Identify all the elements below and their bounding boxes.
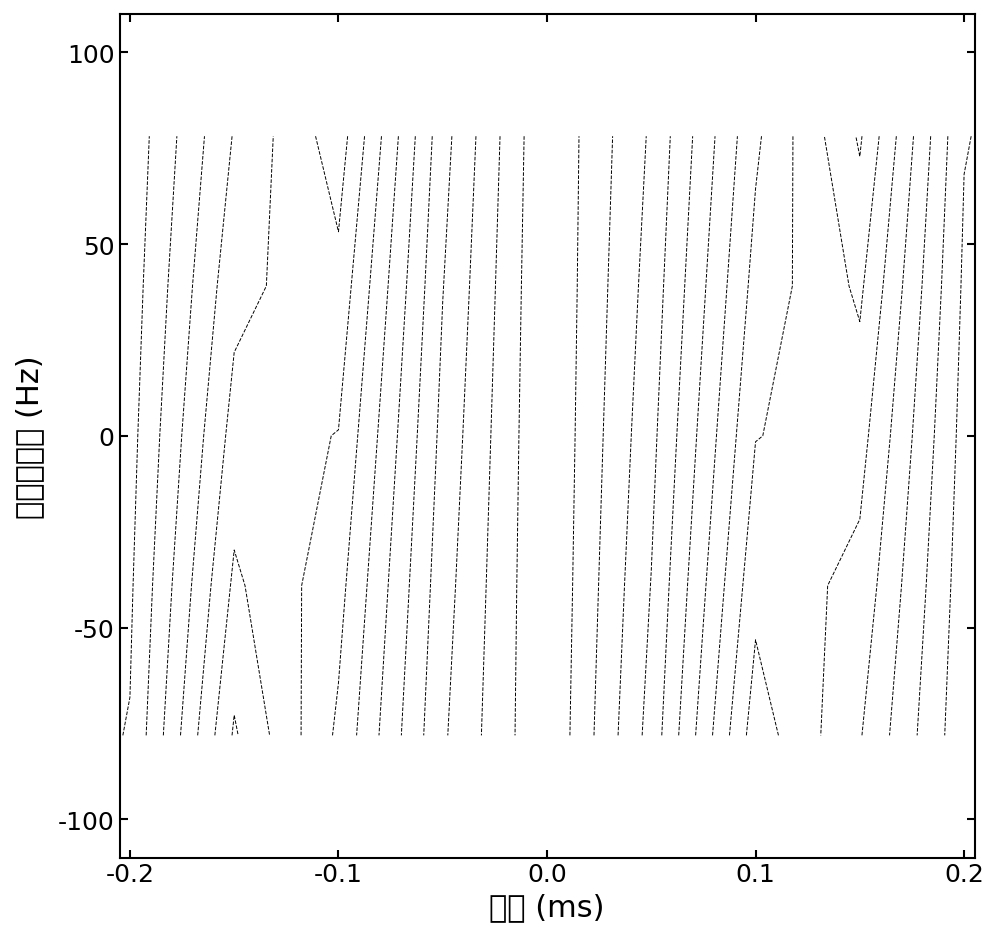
Y-axis label: 多普勒频率 (Hz): 多普勒频率 (Hz) (15, 355, 44, 518)
X-axis label: 时延 (ms): 时延 (ms) (489, 892, 605, 921)
